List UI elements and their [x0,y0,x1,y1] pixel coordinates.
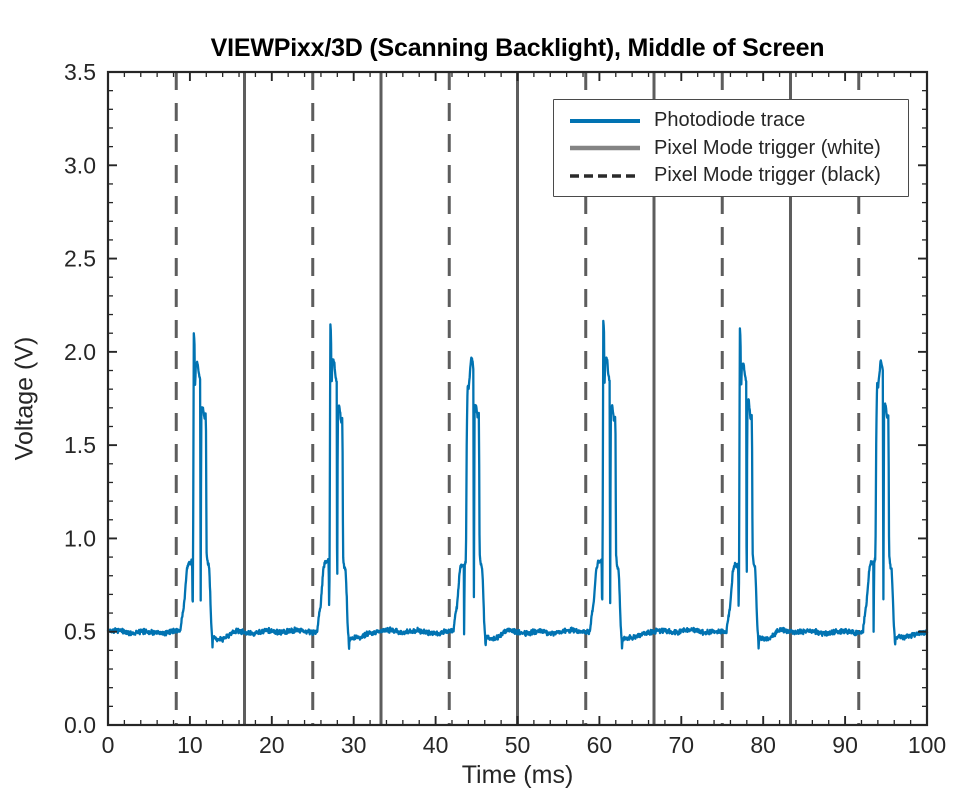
x-tick-label: 90 [832,732,858,758]
y-tick-label: 3.5 [64,59,96,85]
chart-title: VIEWPixx/3D (Scanning Backlight), Middle… [210,34,825,62]
x-tick-label: 10 [177,732,203,758]
x-tick-label: 50 [505,732,531,758]
photodiode-trace [106,319,929,650]
x-tick-label: 20 [259,732,285,758]
legend-label: Pixel Mode trigger (black) [654,164,881,186]
x-tick-label: 0 [102,732,115,758]
legend-sample-line [570,145,640,151]
y-tick-label: 0.5 [64,619,96,645]
legend-item: Photodiode trace [570,109,896,132]
x-tick-label: 60 [587,732,613,758]
legend-sample-line [570,173,640,178]
legend-label: Pixel Mode trigger (white) [654,136,881,159]
y-tick-label: 2.0 [64,339,96,365]
y-axis-label-box: Voltage (V) [2,72,48,725]
y-tick-label: 1.5 [64,432,96,458]
legend-item: Pixel Mode trigger (white) [570,137,896,160]
y-tick-label: 1.0 [64,525,96,551]
x-tick-label: 70 [669,732,695,758]
legend: Photodiode trace Pixel Mode trigger (whit… [553,99,909,197]
x-axis-label: Time (ms) [461,761,574,789]
y-axis-label: Voltage (V) [10,336,39,461]
legend-sample-line [570,118,640,123]
x-tick-label: 100 [908,732,946,758]
legend-item: Pixel Mode trigger (black) [570,164,896,187]
legend-label: Photodiode trace [654,109,806,131]
x-tick-label: 30 [341,732,367,758]
x-tick-label: 40 [423,732,449,758]
y-tick-label: 3.0 [64,152,96,178]
y-tick-label: 0.0 [64,712,96,738]
y-tick-label: 2.5 [64,246,96,272]
x-tick-label: 80 [750,732,776,758]
